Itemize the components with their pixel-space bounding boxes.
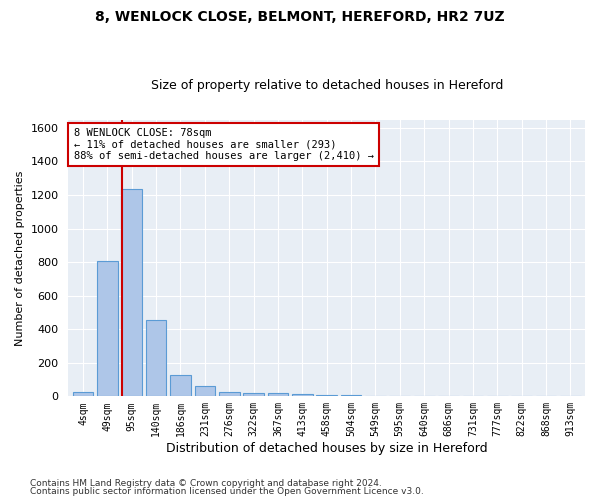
Text: Contains public sector information licensed under the Open Government Licence v3: Contains public sector information licen… — [30, 487, 424, 496]
Y-axis label: Number of detached properties: Number of detached properties — [15, 170, 25, 346]
Bar — [97, 262, 118, 396]
Bar — [146, 320, 166, 396]
Text: 8 WENLOCK CLOSE: 78sqm
← 11% of detached houses are smaller (293)
88% of semi-de: 8 WENLOCK CLOSE: 78sqm ← 11% of detached… — [74, 128, 374, 161]
Bar — [268, 394, 289, 396]
Bar — [243, 392, 264, 396]
Bar — [219, 392, 239, 396]
Bar — [194, 386, 215, 396]
Bar — [121, 189, 142, 396]
Text: Contains HM Land Registry data © Crown copyright and database right 2024.: Contains HM Land Registry data © Crown c… — [30, 478, 382, 488]
Title: Size of property relative to detached houses in Hereford: Size of property relative to detached ho… — [151, 79, 503, 92]
Bar — [73, 392, 94, 396]
Text: 8, WENLOCK CLOSE, BELMONT, HEREFORD, HR2 7UZ: 8, WENLOCK CLOSE, BELMONT, HEREFORD, HR2… — [95, 10, 505, 24]
Bar — [292, 394, 313, 396]
Bar — [316, 395, 337, 396]
Bar — [170, 376, 191, 396]
X-axis label: Distribution of detached houses by size in Hereford: Distribution of detached houses by size … — [166, 442, 488, 455]
